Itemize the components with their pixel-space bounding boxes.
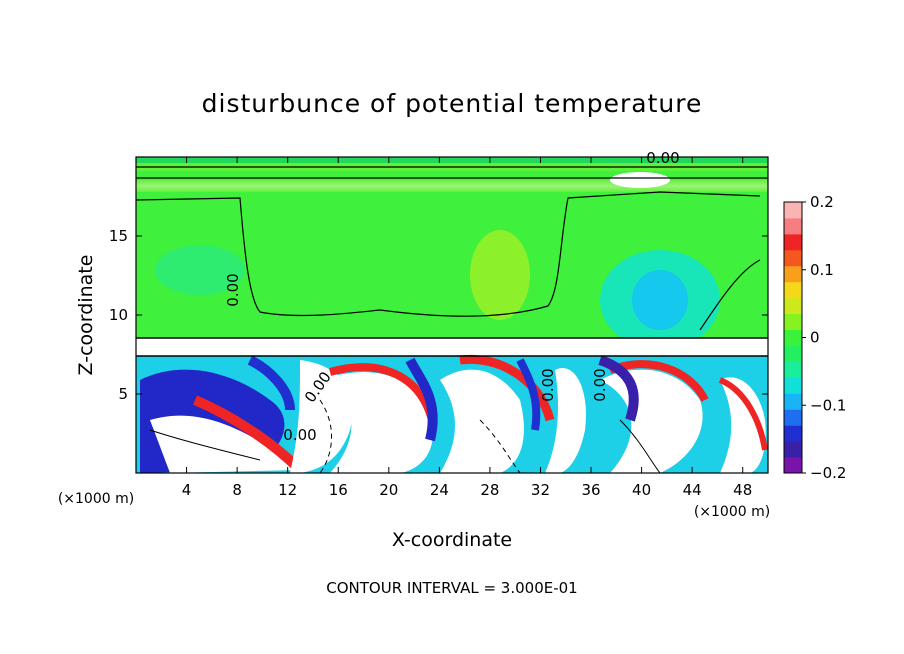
x-unit-left: (×1000 m) — [58, 491, 134, 507]
x-tick-label: 40 — [632, 481, 651, 499]
colorbar-swatch — [784, 233, 802, 251]
contour-label: 0.00 — [591, 368, 609, 401]
x-tick-label: 8 — [232, 481, 242, 499]
colorbar-tick-label: −0.2 — [810, 464, 846, 482]
contour-label: 0.00 — [224, 273, 242, 306]
tropopause-layer — [136, 338, 768, 356]
colorbar-swatch — [784, 281, 802, 299]
y-tick-label: 15 — [109, 227, 128, 245]
colorbar-tick-label: 0.2 — [810, 193, 834, 211]
y-axis-label: Z-coordinate — [75, 255, 97, 376]
colorbar-swatch — [784, 361, 802, 378]
x-tick-label: 24 — [430, 481, 449, 499]
x-tick-label: 28 — [480, 481, 499, 499]
x-tick-label: 32 — [531, 481, 550, 499]
y-axis: 5 10 15 — [109, 227, 768, 403]
colorbar-tick-label: −0.1 — [810, 396, 846, 414]
x-tick-label: 48 — [733, 481, 752, 499]
colorbar-swatch — [784, 457, 802, 474]
teal-patch — [155, 245, 245, 295]
top-band — [136, 157, 768, 163]
colorbar-swatch — [784, 265, 802, 283]
x-axis: 4 8 12 16 20 24 28 32 36 40 44 48 — [182, 157, 752, 499]
x-tick-label: 4 — [182, 481, 192, 499]
white-plume — [610, 172, 670, 188]
colorbar-swatch — [784, 217, 802, 235]
y-tick-label: 5 — [118, 385, 128, 403]
colorbar-swatch — [784, 329, 802, 346]
x-axis-label: X-coordinate — [392, 529, 512, 551]
contour-label: 0.00 — [646, 149, 679, 167]
contour-label: 0.00 — [539, 368, 557, 401]
colorbar-swatch — [784, 425, 802, 442]
x-unit-right: (×1000 m) — [694, 504, 770, 520]
colorbar-swatch — [784, 313, 802, 331]
colorbar-swatch — [784, 249, 802, 267]
contour-label: 0.00 — [283, 426, 316, 444]
cyan-core — [632, 270, 688, 330]
light-band — [136, 180, 768, 192]
colorbar-swatch — [784, 393, 802, 410]
x-tick-label: 16 — [329, 481, 348, 499]
x-tick-label: 12 — [278, 481, 297, 499]
x-tick-label: 36 — [581, 481, 600, 499]
contour-interval-note: CONTOUR INTERVAL = 3.000E-01 — [326, 579, 577, 597]
colorbar-tick-label: 0.1 — [810, 261, 834, 279]
field-plot — [136, 157, 768, 473]
colorbar-swatch — [784, 409, 802, 426]
y-tick-label: 10 — [109, 306, 128, 324]
colorbar-tick-label: 0 — [810, 329, 820, 347]
yellowgreen-patch — [470, 230, 530, 320]
chart-title: disturbunce of potential temperature — [202, 89, 703, 118]
colorbar-swatch — [784, 377, 802, 394]
colorbar-swatch — [784, 297, 802, 315]
colorbar-swatch — [784, 345, 802, 362]
x-tick-label: 44 — [683, 481, 702, 499]
x-tick-label: 20 — [379, 481, 398, 499]
colorbar-swatch — [784, 441, 802, 458]
colorbar: 0.2 0.1 0 −0.1 −0.2 — [783, 193, 846, 482]
colorbar-swatch — [784, 202, 802, 219]
